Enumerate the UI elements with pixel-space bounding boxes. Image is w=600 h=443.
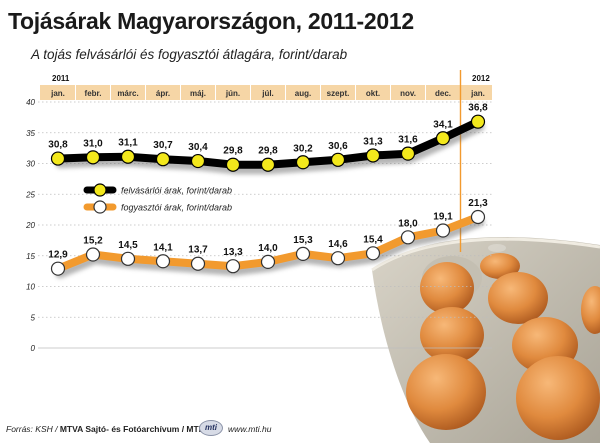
- data-label: 14,0: [258, 243, 278, 254]
- legend: felvásárlói árak, forint/darab fogyasztói…: [83, 183, 232, 214]
- series-layer: 30,8 31,0 31,1 30,7 30,4 29,8 29,8 30,2 30,6 31,3…: [48, 103, 488, 279]
- data-label: 13,7: [188, 245, 208, 256]
- data-point: [295, 246, 311, 262]
- mti-logo: mti: [199, 420, 223, 436]
- legend-label: fogyasztói árak, forint/darab: [121, 203, 232, 213]
- data-label: 14,1: [153, 242, 173, 253]
- data-point: [120, 251, 136, 266]
- page-subtitle: A tojás felvásárlói és fogyasztói átlagá…: [31, 47, 348, 62]
- data-point: [50, 261, 66, 276]
- y-tick-label: 25: [25, 190, 35, 199]
- website-link[interactable]: www.mti.hu: [228, 424, 272, 434]
- page-title: Tojásárak Magyarországon, 2011-2012: [8, 8, 414, 34]
- x-tick-label: dec.: [435, 89, 451, 98]
- data-point: [50, 151, 66, 166]
- x-tick-label: febr.: [85, 89, 102, 98]
- grid-lines: [38, 101, 492, 349]
- x-tick-label: aug.: [295, 89, 311, 98]
- data-label: 19,1: [433, 212, 453, 223]
- year-label: 2011: [52, 74, 70, 83]
- data-label: 18,0: [398, 218, 418, 229]
- data-label: 31,1: [118, 138, 138, 149]
- data-label: 13,3: [223, 247, 243, 258]
- y-tick-label: 5: [31, 313, 36, 322]
- data-label: 34,1: [433, 119, 453, 130]
- data-point: [260, 157, 276, 172]
- data-point: [435, 223, 451, 238]
- data-point: [155, 152, 171, 167]
- legend-label: felvásárlói árak, forint/darab: [121, 186, 232, 196]
- egg-carton-photo: [371, 237, 600, 443]
- legend-marker: [93, 200, 107, 214]
- data-label: 30,2: [293, 143, 313, 154]
- data-point: [190, 153, 206, 169]
- data-point: [85, 150, 101, 165]
- data-point: [470, 209, 486, 225]
- x-tick-label: máj.: [190, 89, 206, 98]
- data-label: 12,9: [48, 250, 68, 261]
- data-point: [330, 152, 346, 167]
- data-label: 15,3: [293, 235, 313, 246]
- y-tick-label: 15: [26, 252, 35, 261]
- data-label: 14,5: [118, 240, 138, 251]
- data-label: 30,4: [188, 142, 208, 153]
- data-label: 15,2: [83, 236, 103, 247]
- data-point: [190, 256, 206, 271]
- data-point: [365, 148, 381, 163]
- data-label: 31,3: [363, 137, 383, 148]
- data-label: 31,0: [83, 138, 103, 149]
- data-label: 15,4: [363, 234, 383, 245]
- source-label: Forrás: KSH /: [6, 424, 60, 434]
- source-note: Forrás: KSH / MTVA Sajtó- és Fotóarchívu…: [6, 424, 201, 434]
- y-axis: 0 5 10 15 20 25 30 35 40: [25, 98, 35, 353]
- data-label: 31,6: [398, 135, 418, 146]
- legend-marker: [93, 183, 107, 197]
- x-tick-label: júl.: [261, 89, 274, 98]
- y-tick-label: 20: [25, 221, 35, 230]
- x-tick-label: jan.: [470, 89, 485, 98]
- data-point: [400, 230, 416, 245]
- data-point: [155, 254, 171, 269]
- y-tick-label: 0: [31, 344, 36, 353]
- x-tick-label: okt.: [366, 89, 380, 98]
- data-point: [365, 246, 381, 261]
- data-label: 29,8: [223, 146, 243, 157]
- y-tick-label: 10: [26, 283, 35, 292]
- data-point: [435, 131, 451, 146]
- data-point: [225, 157, 241, 172]
- data-label: 29,8: [258, 146, 278, 157]
- x-tick-label: ápr.: [156, 89, 170, 98]
- data-point: [400, 146, 416, 161]
- data-label: 30,7: [153, 140, 173, 151]
- data-point: [330, 251, 346, 266]
- x-tick-label: márc.: [117, 89, 138, 98]
- credit-label: MTVA Sajtó- és Fotóarchívum / MTI: [59, 424, 202, 434]
- y-tick-label: 35: [26, 129, 35, 138]
- x-tick-label: nov.: [400, 89, 416, 98]
- x-tick-label: jún.: [225, 89, 240, 98]
- data-point: [295, 155, 311, 170]
- data-point: [225, 259, 241, 274]
- data-label: 36,8: [468, 103, 488, 114]
- data-label: 30,8: [48, 140, 68, 151]
- year-label: 2012: [472, 74, 490, 83]
- month-band-background: [40, 85, 492, 100]
- data-label: 21,3: [468, 198, 488, 209]
- data-point: [470, 114, 486, 129]
- x-tick-label: szept.: [327, 89, 350, 98]
- y-tick-label: 30: [26, 160, 35, 169]
- data-label: 14,6: [328, 239, 348, 250]
- data-point: [120, 149, 136, 164]
- data-point: [85, 247, 101, 262]
- data-point: [260, 254, 276, 269]
- y-tick-label: 40: [26, 98, 35, 107]
- x-tick-label: jan.: [50, 89, 65, 98]
- data-label: 30,6: [328, 141, 348, 152]
